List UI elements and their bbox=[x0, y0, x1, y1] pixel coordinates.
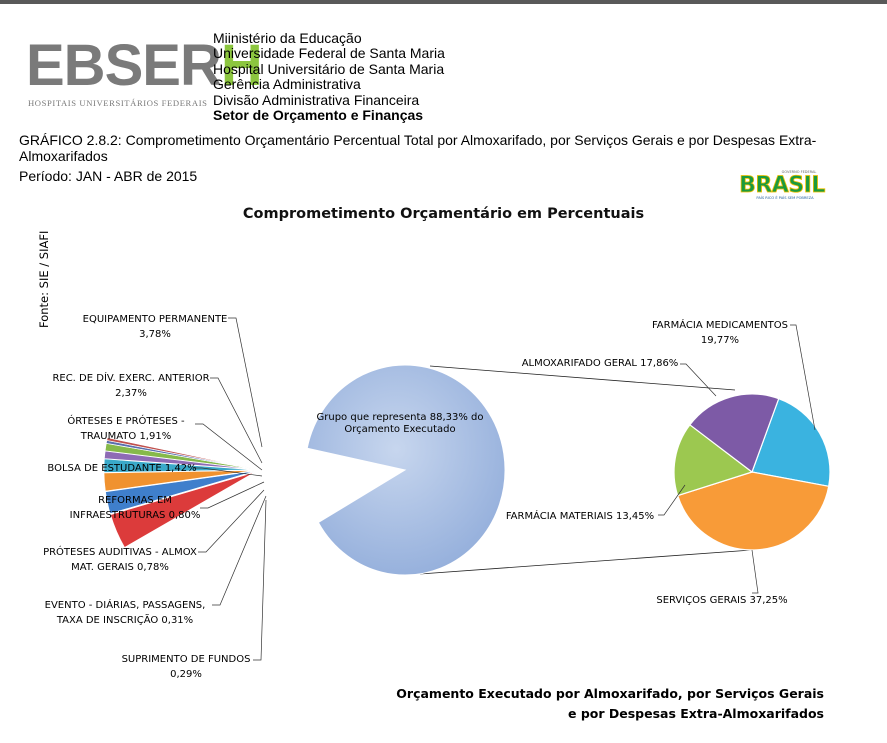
footer-line-1: Orçamento Executado por Almoxarifado, po… bbox=[396, 686, 824, 701]
main-label-6-line-1: TAXA DE INSCRIÇÃO 0,31% bbox=[56, 613, 193, 626]
header-line-hospital: Hospital Universitário de Santa Maria bbox=[213, 60, 445, 77]
main-pie-slice-7 bbox=[106, 437, 255, 470]
main-leader-0 bbox=[228, 317, 263, 448]
secondary-leader-2 bbox=[658, 484, 686, 516]
main-label-4-line-1: INFRAESTRUTURAS 0,80% bbox=[70, 510, 201, 521]
header-line-sector: Setor de Orçamento e Finanças bbox=[213, 107, 424, 124]
main-label-2-line-1: TRAUMATO 1,91% bbox=[80, 431, 171, 442]
main-label-1-line-0: REC. DE DÍV. EXERC. ANTERIOR bbox=[52, 371, 209, 384]
secondary-label-3-line-0: ALMOXARIFADO GERAL 17,86% bbox=[522, 358, 679, 369]
main-label-6-line-0: EVENTO - DIÁRIAS, PASSAGENS, bbox=[45, 598, 206, 611]
secondary-leader-3 bbox=[680, 363, 717, 397]
secondary-pie-slice-2 bbox=[673, 423, 754, 497]
main-leader-5 bbox=[198, 489, 265, 553]
ebserh-logo-subtitle: HOSPITAIS UNIVERSITÁRIOS FEDERAIS bbox=[28, 98, 208, 108]
main-pie-slice-2 bbox=[103, 470, 255, 492]
connector-top bbox=[429, 365, 736, 391]
main-pie-slice-4 bbox=[104, 450, 255, 470]
chart-title: Comprometimento Orçamentário em Percentu… bbox=[242, 206, 645, 222]
main-label-5-line-1: MAT. GERAIS 0,78% bbox=[71, 562, 169, 573]
ebserh-logo-word: EBSERH bbox=[26, 33, 263, 98]
group-label-line-0: Grupo que representa 88,33% do bbox=[317, 412, 484, 423]
main-label-7-line-0: SUPRIMENTO DE FUNDOS bbox=[122, 654, 251, 665]
institution-header: Miinistério da Educação Universidade Fed… bbox=[213, 30, 445, 124]
secondary-leader-0 bbox=[790, 324, 816, 431]
secondary-leader-1 bbox=[751, 549, 759, 594]
gov-logo-word: BRASIL bbox=[739, 173, 825, 198]
secondary-pie-slice-1 bbox=[676, 471, 830, 551]
main-leader-3 bbox=[194, 467, 263, 477]
main-leader-7 bbox=[253, 499, 267, 661]
secondary-pie-slice-0 bbox=[751, 397, 831, 487]
secondary-pie-slice-3 bbox=[689, 393, 780, 473]
top-border bbox=[0, 0, 887, 4]
main-pie-slice-3 bbox=[103, 458, 255, 473]
main-pie-slice-group bbox=[306, 364, 506, 576]
header-line-management: Gerência Administrativa bbox=[213, 76, 361, 93]
secondary-label-2-line-0: FARMÁCIA MATERIAIS 13,45% bbox=[506, 509, 654, 522]
main-label-0-line-1: 3,78% bbox=[139, 329, 171, 340]
period-label: Período: JAN - ABR de 2015 bbox=[19, 168, 198, 184]
header-line-division: Divisão Administrativa Financeira bbox=[213, 91, 420, 108]
main-leader-2 bbox=[195, 423, 263, 471]
main-leader-6 bbox=[212, 495, 267, 606]
main-leader-4 bbox=[200, 481, 265, 509]
main-pie-slice-1 bbox=[105, 470, 255, 514]
header-line-ministry: Miinistério da Educação bbox=[213, 30, 362, 46]
main-label-0-line-0: EQUIPAMENTO PERMANENTE bbox=[83, 314, 228, 325]
main-label-5-line-0: PRÓTESES AUDITIVAS - ALMOX bbox=[43, 545, 197, 558]
chart-footer: Orçamento Executado por Almoxarifado, po… bbox=[396, 684, 824, 724]
group-label-line-1: Orçamento Executado bbox=[344, 424, 455, 435]
chart-caption: GRÁFICO 2.8.2: Comprometimento Orçamentá… bbox=[19, 132, 817, 164]
connector-bottom bbox=[419, 549, 753, 575]
main-label-7-line-1: 0,29% bbox=[170, 669, 202, 680]
footer-line-2: e por Despesas Extra-Almoxarifados bbox=[568, 706, 824, 721]
secondary-label-1-line-0: SERVIÇOS GERAIS 37,25% bbox=[656, 595, 787, 606]
main-label-3-line-0: BOLSA DE ESTUDANTE 1,42% bbox=[47, 463, 196, 474]
secondary-label-0-line-0: FARMÁCIA MEDICAMENTOS bbox=[652, 318, 788, 331]
ebserh-logo: EBSERH HOSPITAIS UNIVERSITÁRIOS FEDERAIS bbox=[26, 36, 263, 124]
main-label-1-line-1: 2,37% bbox=[115, 388, 147, 399]
gov-logo-small-text: GOVERNO FEDERAL bbox=[782, 170, 817, 174]
main-label-2-line-0: ÓRTESES E PRÓTESES - bbox=[67, 414, 185, 427]
main-leader-1 bbox=[210, 377, 263, 464]
secondary-label-0-line-1: 19,77% bbox=[701, 335, 739, 346]
main-label-4-line-0: REFORMAS EM bbox=[98, 495, 172, 506]
header-line-university: Universidade Federal de Santa Maria bbox=[213, 45, 445, 62]
gov-logo-tagline: PAÍS RICO É PAÍS SEM POBREZA bbox=[756, 195, 814, 200]
main-pie-slice-0 bbox=[110, 472, 255, 548]
governo-federal-brasil-logo: GOVERNO FEDERAL BRASIL PAÍS RICO É PAÍS … bbox=[739, 170, 827, 200]
